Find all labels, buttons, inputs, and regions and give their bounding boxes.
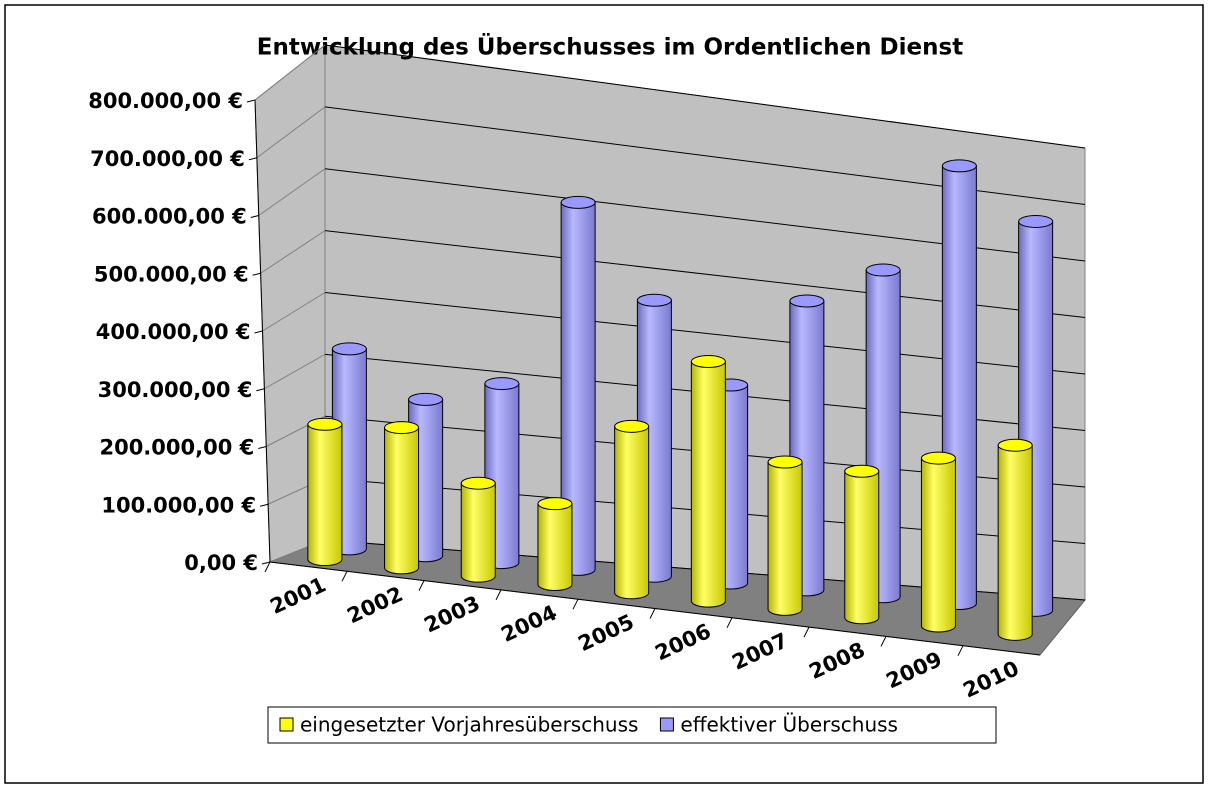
bar xyxy=(384,427,420,575)
tick-mark xyxy=(246,99,256,103)
bar-top xyxy=(844,464,880,478)
bar-top xyxy=(690,355,726,369)
bar xyxy=(307,423,343,567)
tick-mark xyxy=(248,157,257,161)
bar xyxy=(690,361,726,608)
bar-top xyxy=(865,263,901,277)
tick-mark xyxy=(254,330,263,334)
bar-top xyxy=(408,392,444,406)
y-tick-label: 200.000,00 € xyxy=(99,436,254,460)
tick-mark xyxy=(649,608,656,619)
tick-mark xyxy=(250,215,259,218)
grid-line xyxy=(256,106,326,159)
bar-top xyxy=(997,438,1033,452)
bar-top xyxy=(1018,214,1054,228)
legend-label: eingesetzter Vorjahresüberschuss xyxy=(300,713,638,737)
y-axis xyxy=(254,99,271,563)
tick-mark xyxy=(341,571,348,582)
bar xyxy=(767,461,803,616)
tick-mark xyxy=(264,561,271,573)
tick-mark xyxy=(258,446,267,449)
tick-mark xyxy=(495,589,502,601)
legend-swatch xyxy=(279,717,294,732)
grid-line xyxy=(258,168,326,216)
bar-top xyxy=(941,159,977,173)
bar-top xyxy=(484,377,520,391)
bar xyxy=(997,444,1033,641)
y-tick-label: 800.000,00 € xyxy=(88,89,243,113)
bar xyxy=(537,503,573,591)
bar-top xyxy=(537,497,573,511)
y-tick-label: 0,00 € xyxy=(184,551,258,575)
grid-line xyxy=(254,44,326,101)
y-tick-label: 300.000,00 € xyxy=(98,378,253,402)
tick-mark xyxy=(260,503,269,507)
y-tick-label: 400.000,00 € xyxy=(96,320,251,344)
bar-top xyxy=(331,342,367,356)
bar-top xyxy=(384,421,420,435)
grid-line xyxy=(264,353,326,390)
grid-line xyxy=(324,44,1086,149)
bar-top xyxy=(767,455,803,469)
tick-mark xyxy=(418,580,425,591)
bar xyxy=(844,470,880,625)
grid-line xyxy=(262,292,326,332)
tick-mark xyxy=(572,598,579,610)
grid-line xyxy=(260,230,326,274)
legend-label: effektiver Überschuss xyxy=(680,713,898,737)
bar xyxy=(920,457,956,633)
bar-top xyxy=(460,476,496,490)
bar-top xyxy=(560,195,596,209)
tick-mark xyxy=(957,645,964,656)
tick-mark xyxy=(880,636,887,647)
bar-top xyxy=(789,294,825,308)
tick-mark xyxy=(726,617,733,629)
tick-mark xyxy=(252,272,261,276)
y-tick-label: 500.000,00 € xyxy=(94,262,249,286)
tick-mark xyxy=(256,388,265,392)
bar-top xyxy=(614,419,650,433)
tick-mark xyxy=(261,561,271,565)
bar-top xyxy=(307,417,343,431)
legend-swatch xyxy=(659,717,674,732)
bar xyxy=(614,425,650,600)
y-tick-label: 600.000,00 € xyxy=(92,205,247,229)
tick-mark xyxy=(803,626,810,638)
legend xyxy=(267,706,997,744)
bar xyxy=(460,482,496,583)
bar-top xyxy=(636,293,672,307)
y-tick-label: 700.000,00 € xyxy=(90,147,245,171)
bar-top xyxy=(920,451,956,465)
chart-title: Entwicklung des Überschusses im Ordentli… xyxy=(257,33,963,61)
y-tick-label: 100.000,00 € xyxy=(101,493,256,517)
